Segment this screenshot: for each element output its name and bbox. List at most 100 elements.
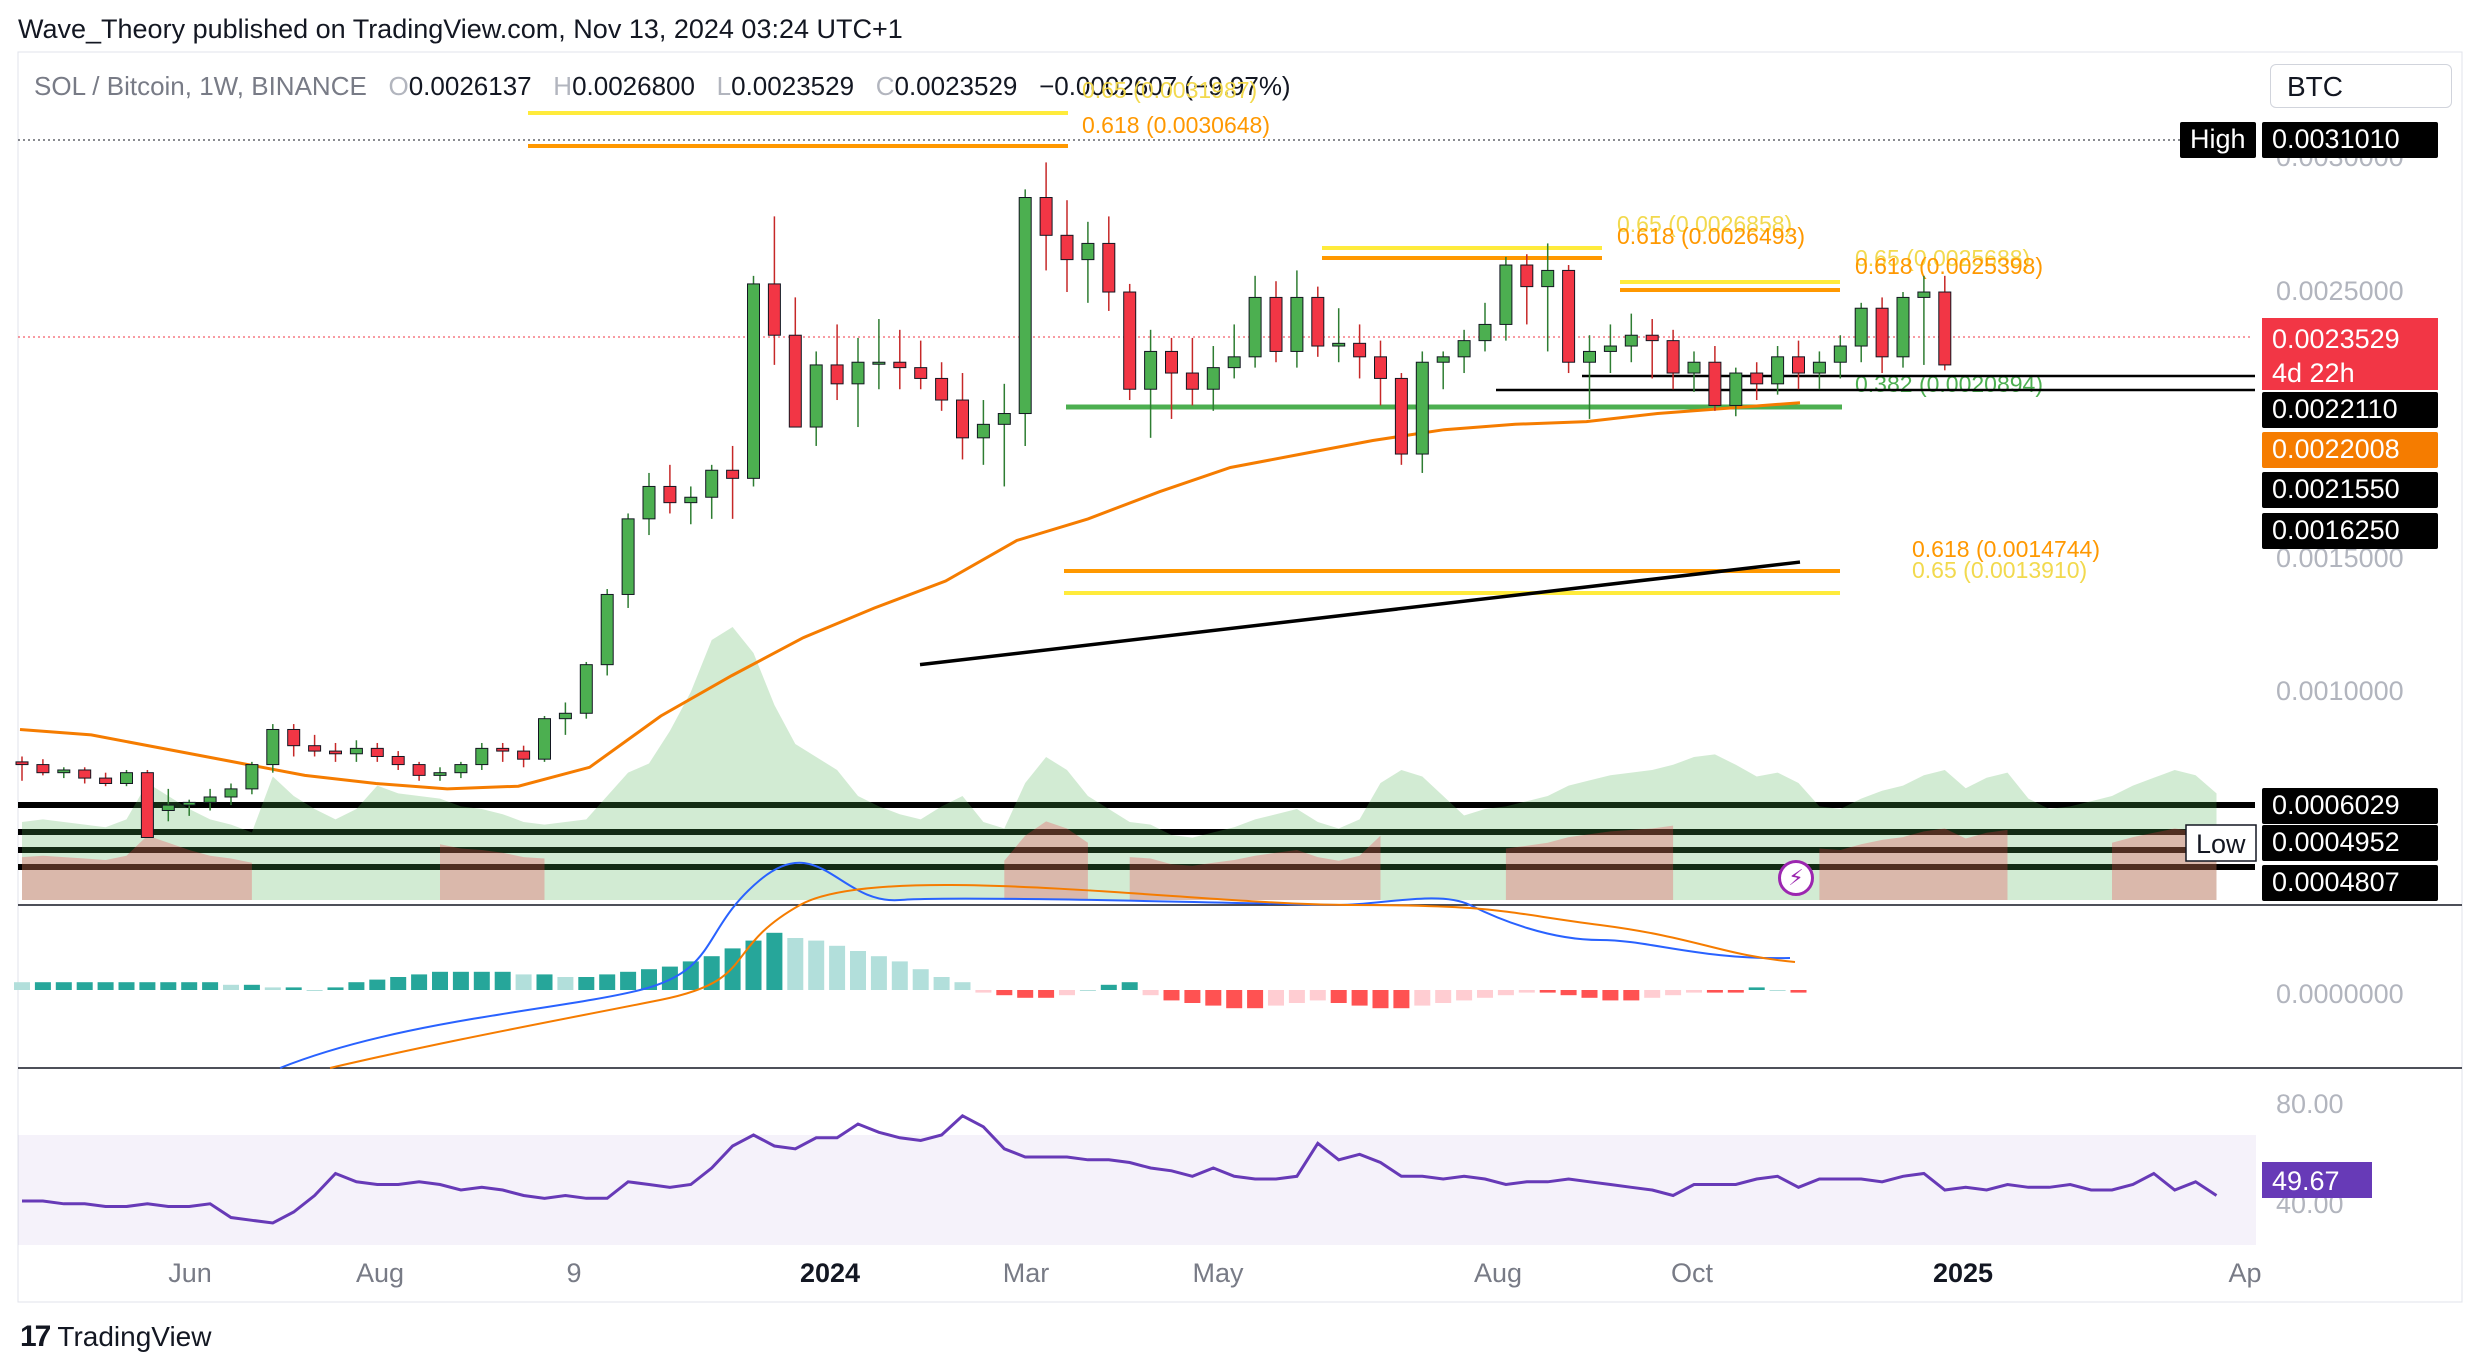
macd-bar — [1226, 990, 1243, 1009]
currency-button[interactable]: BTC — [2270, 64, 2452, 108]
candle-body — [872, 361, 886, 365]
candle-body — [161, 804, 175, 811]
price-tag-trend-bg — [2262, 513, 2438, 549]
macd-bar — [97, 982, 114, 990]
macd-bar — [306, 990, 323, 991]
x-tick-label: May — [1192, 1258, 1244, 1288]
fib-level-label-7: 0.618 (0.0014744) — [1912, 536, 2100, 562]
lightning-icon[interactable]: ⚡ — [1778, 860, 1814, 896]
macd-bar — [1581, 990, 1598, 998]
candle-body — [830, 364, 844, 385]
macd-bar — [1121, 982, 1138, 990]
macd-bar — [139, 982, 156, 990]
candle-body — [1792, 356, 1805, 374]
volume-area-red-2 — [1004, 821, 1088, 900]
candle-body — [1645, 334, 1659, 342]
macd-bar — [1477, 990, 1493, 998]
candle-body — [1854, 307, 1868, 347]
macd-bar — [829, 945, 846, 990]
candle-body — [1666, 340, 1680, 374]
macd-bar — [724, 948, 741, 990]
candle-body — [1415, 361, 1429, 455]
tradingview-logo[interactable]: 17 TradingView — [20, 1320, 211, 1354]
macd-bar — [34, 982, 51, 990]
macd-bar — [76, 982, 93, 990]
candle-body — [1541, 269, 1555, 288]
low-label-tag-text: Low — [2196, 829, 2246, 859]
candle-body — [1269, 296, 1283, 352]
low-price-tag-text: 0.0004952 — [2272, 827, 2400, 857]
candle-body — [496, 747, 510, 752]
fib-level-label-3: 0.618 (0.0026493) — [1617, 223, 1805, 249]
low-price-tag-bg — [2262, 825, 2438, 861]
macd-bar — [348, 982, 365, 990]
macd-bar — [1268, 990, 1284, 1006]
high-price-tag-text: 0.0031010 — [2272, 124, 2400, 154]
candle-body — [1353, 342, 1367, 358]
macd-bar — [1142, 990, 1159, 996]
candle-body — [600, 593, 614, 666]
macd-bar — [703, 956, 720, 990]
candle-body — [579, 664, 593, 714]
candle-body — [15, 761, 29, 766]
candle-body — [642, 485, 656, 520]
macd-bar — [1456, 990, 1473, 1001]
macd-bar — [1706, 990, 1723, 993]
price-tag-0022110-bg — [2262, 392, 2438, 428]
x-tick-label: Mar — [1003, 1258, 1050, 1288]
y-tick-label: 0.0010000 — [2276, 676, 2404, 706]
rsi-value-tag-bg — [2262, 1162, 2372, 1198]
candle-body — [1311, 296, 1325, 347]
macd-bar — [515, 974, 532, 990]
candle-body — [1227, 356, 1241, 369]
candle-body — [1165, 350, 1178, 374]
candle-body — [245, 764, 259, 790]
x-tick-label: 2024 — [800, 1258, 860, 1288]
macd-bar — [1038, 990, 1055, 998]
macd-bar — [808, 940, 825, 990]
candle-body — [809, 364, 823, 428]
candle-body — [475, 747, 489, 766]
last-price-tag-text: 0.0023529 — [2272, 324, 2400, 354]
macd-bar — [745, 940, 762, 990]
fib-level-label-5: 0.618 (0.0025398) — [1855, 253, 2043, 279]
candle-body — [1499, 264, 1513, 325]
rsi-band — [18, 1135, 2256, 1245]
volume-area-red-3 — [1129, 835, 1381, 900]
candle-body — [1457, 340, 1471, 358]
macd-bar — [432, 971, 448, 990]
fib-level-label-1: 0.65 (0.0031987) — [1082, 77, 1257, 103]
candle-body — [1039, 197, 1053, 236]
candle-body — [684, 496, 698, 504]
fib-level-label-8: 0.65 (0.0013910) — [1912, 557, 2087, 583]
candle-body — [391, 755, 405, 766]
black-trend-line — [919, 560, 1801, 667]
candle-body — [1917, 291, 1931, 298]
candle-body — [182, 801, 196, 806]
close-value: 0.0023529 — [894, 71, 1018, 101]
macd-bar — [55, 982, 72, 990]
macd-bar — [1017, 990, 1034, 998]
x-tick-label: 2025 — [1933, 1258, 1993, 1288]
macd-bar — [578, 977, 595, 990]
candle-body — [1687, 361, 1701, 374]
candle-body — [788, 334, 802, 428]
symbol-name[interactable]: SOL / Bitcoin, 1W, BINANCE — [34, 71, 367, 101]
macd-bar — [641, 969, 657, 990]
macd-bar — [202, 982, 219, 990]
macd-bar — [1727, 990, 1744, 993]
x-tick-label: Aug — [1474, 1258, 1522, 1288]
candle-body — [433, 772, 447, 776]
candle-body — [412, 764, 426, 776]
candle-body — [1060, 234, 1074, 261]
price-tag-0004807-text: 0.0004807 — [2272, 867, 2400, 897]
macd-bar — [452, 971, 469, 990]
price-tag-0022110-text: 0.0022110 — [2272, 394, 2398, 424]
macd-bar — [1435, 990, 1452, 1003]
candle-body — [370, 747, 384, 757]
candle-body — [349, 747, 363, 755]
macd-bar — [1330, 990, 1347, 1003]
candle-body — [454, 764, 468, 774]
fib-level-label-2: 0.65 (0.0026858) — [1617, 211, 1792, 237]
